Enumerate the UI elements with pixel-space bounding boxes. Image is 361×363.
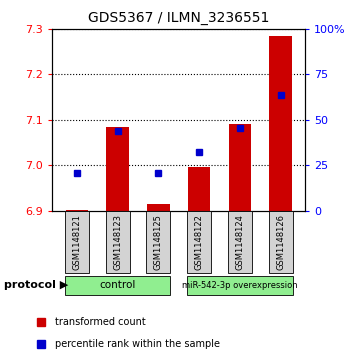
Text: percentile rank within the sample: percentile rank within the sample <box>55 339 219 349</box>
Text: GSM1148122: GSM1148122 <box>195 215 204 270</box>
Text: GSM1148126: GSM1148126 <box>276 214 285 270</box>
FancyBboxPatch shape <box>269 211 293 273</box>
Text: GSM1148125: GSM1148125 <box>154 215 163 270</box>
FancyBboxPatch shape <box>187 276 293 295</box>
FancyBboxPatch shape <box>228 211 252 273</box>
Text: miR-542-3p overexpression: miR-542-3p overexpression <box>182 281 298 290</box>
Text: protocol ▶: protocol ▶ <box>4 280 68 290</box>
FancyBboxPatch shape <box>187 211 211 273</box>
Bar <box>106 127 129 211</box>
FancyBboxPatch shape <box>146 211 170 273</box>
Bar <box>188 167 210 211</box>
Bar <box>269 36 292 211</box>
FancyBboxPatch shape <box>105 211 130 273</box>
Bar <box>147 204 170 211</box>
Text: GSM1148123: GSM1148123 <box>113 214 122 270</box>
Bar <box>229 125 251 211</box>
Text: GSM1148121: GSM1148121 <box>72 215 81 270</box>
Bar <box>66 210 88 211</box>
Text: control: control <box>99 280 136 290</box>
Text: GSM1148124: GSM1148124 <box>235 215 244 270</box>
FancyBboxPatch shape <box>65 276 170 295</box>
FancyBboxPatch shape <box>65 211 89 273</box>
Text: transformed count: transformed count <box>55 317 145 327</box>
Title: GDS5367 / ILMN_3236551: GDS5367 / ILMN_3236551 <box>88 11 269 25</box>
